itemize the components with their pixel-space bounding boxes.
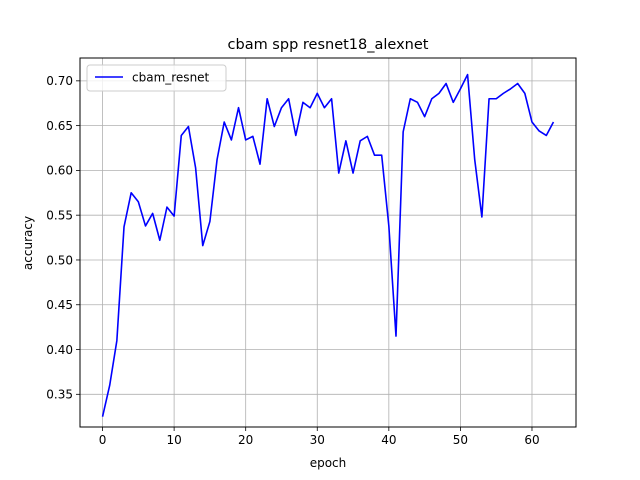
legend-label-cbam-resnet: cbam_resnet	[132, 71, 210, 85]
y-tick-label: 0.65	[46, 119, 73, 133]
series-line-cbam-resnet	[101, 73, 555, 417]
x-tick-label: 10	[166, 433, 181, 447]
grid-lines	[80, 58, 576, 427]
legend: cbam_resnet	[86, 64, 227, 92]
y-tick-label: 0.70	[46, 74, 73, 88]
x-tick-label: 0	[99, 433, 107, 447]
series-layer	[101, 73, 555, 417]
x-axis-label: epoch	[310, 456, 347, 470]
x-tick-label: 60	[524, 433, 539, 447]
axis-ticks: 0 10 20 30 40 50 60 0.35 0.40 0.45 0.50 0.55 0.60 0.6…	[46, 74, 539, 447]
y-tick-label: 0.60	[46, 164, 73, 178]
y-tick-label: 0.55	[46, 208, 73, 222]
x-tick-label: 40	[381, 433, 396, 447]
x-tick-label: 30	[310, 433, 325, 447]
plot-area-frame	[79, 57, 577, 428]
y-tick-label: 0.35	[46, 388, 73, 402]
y-tick-label: 0.50	[46, 253, 73, 267]
legend-box	[86, 64, 227, 92]
x-tick-label: 20	[238, 433, 253, 447]
y-tick-label: 0.45	[46, 298, 73, 312]
chart-title: cbam spp resnet18_alexnet	[228, 37, 429, 53]
y-axis-label: accuracy	[21, 216, 35, 270]
x-tick-label: 50	[453, 433, 468, 447]
y-tick-label: 0.40	[46, 343, 73, 357]
